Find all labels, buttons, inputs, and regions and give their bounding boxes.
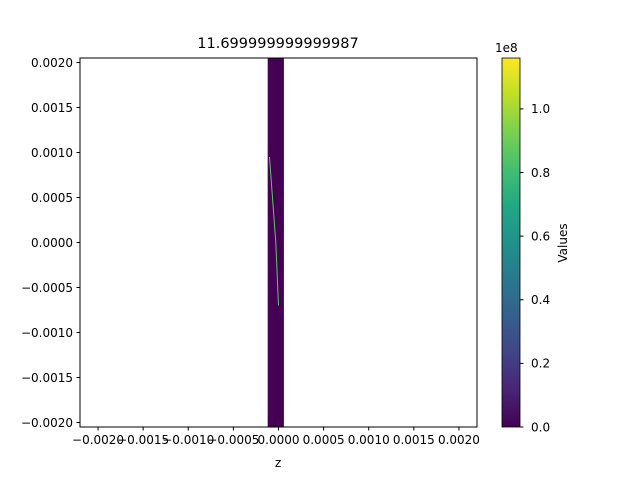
colorbar-tick-label: 0.0	[531, 420, 550, 434]
colorbar-tick-label: 0.6	[531, 229, 550, 243]
colorbar-tick-label: 0.2	[531, 357, 550, 371]
x-tick-label: −0.0005	[207, 433, 259, 447]
plot-area	[79, 57, 478, 428]
x-tick-label: −0.0020	[72, 433, 124, 447]
x-tick-label: 0.0010	[348, 433, 390, 447]
colorbar-tick-label: 0.4	[531, 293, 550, 307]
heatmap-streak	[268, 156, 279, 306]
colorbar-ticks: 0.0 0.2 0.4 0.6 0.8 1.0	[520, 102, 550, 434]
colorbar-tick-label: 1.0	[531, 102, 550, 116]
x-tick-label: 0.0005	[303, 433, 345, 447]
colorbar-tick-label: 0.8	[531, 166, 550, 180]
x-tick-label: −0.0015	[117, 433, 169, 447]
y-axis: 0.0020 0.0015 0.0010 0.0005 0.0000 −0.0005 −0.…	[21, 56, 80, 430]
colorbar-label: Values	[556, 223, 570, 262]
y-tick-label: 0.0015	[31, 101, 73, 115]
x-tick-label: −0.0010	[162, 433, 214, 447]
x-tick-label: 0.0020	[438, 433, 480, 447]
x-tick-label: 0.0015	[393, 433, 435, 447]
y-tick-label: −0.0015	[21, 371, 73, 385]
y-tick-label: −0.0005	[21, 281, 73, 295]
chart-title: 11.699999999999987	[197, 36, 358, 52]
colorbar-frame	[501, 57, 521, 428]
y-tick-label: −0.0020	[21, 416, 73, 430]
y-tick-label: 0.0020	[31, 56, 73, 70]
colorbar: 1e8 0.0 0.2 0.4 0.6 0.8 1.0 Values	[495, 41, 570, 434]
y-tick-label: 0.0005	[31, 191, 73, 205]
y-tick-label: 0.0000	[31, 236, 73, 250]
colorbar-exponent: 1e8	[495, 41, 518, 55]
colorbar-gradient	[502, 58, 520, 427]
x-axis-label: z	[275, 456, 281, 470]
y-tick-label: −0.0010	[21, 326, 73, 340]
y-tick-label: 0.0010	[31, 146, 73, 160]
x-tick-label: 0.0000	[258, 433, 300, 447]
